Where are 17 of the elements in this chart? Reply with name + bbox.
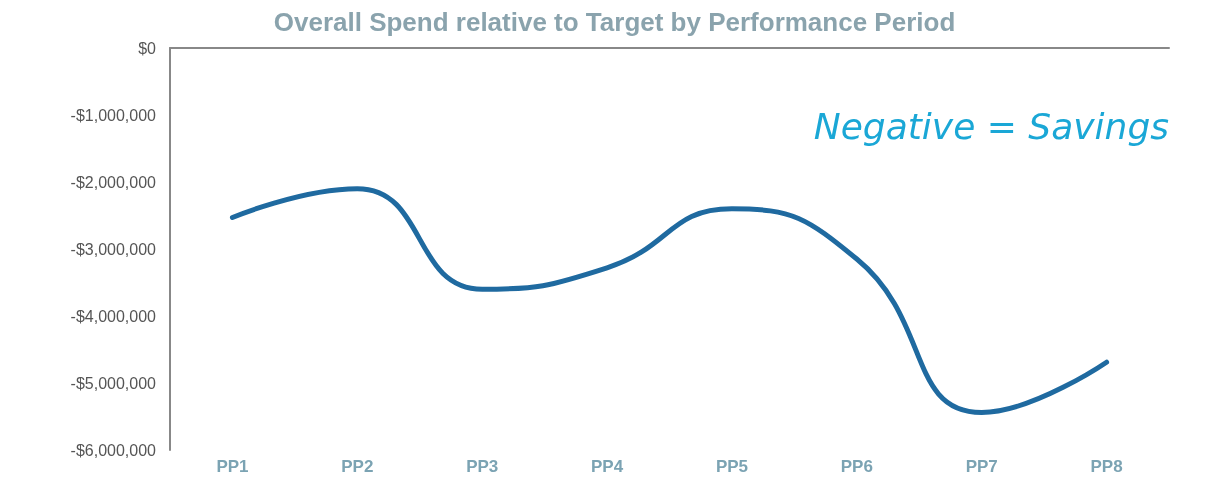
x-tick-label: PP3: [466, 457, 499, 476]
y-tick-label: -$5,000,000: [70, 374, 157, 392]
x-tick-label: PP4: [590, 457, 624, 476]
y-tick-label: -$3,000,000: [70, 240, 157, 258]
x-tick-label: PP6: [840, 457, 873, 476]
chart-title: Overall Spend relative to Target by Performance Period: [273, 7, 956, 37]
y-tick-label: -$1,000,000: [70, 106, 157, 124]
x-tick-label: PP5: [715, 457, 749, 476]
y-tick-label: -$4,000,000: [70, 307, 157, 325]
x-tick-label: PP2: [341, 457, 374, 476]
y-tick-label: -$6,000,000: [70, 441, 157, 459]
y-tick-label: $0: [138, 39, 157, 57]
y-tick-label: -$2,000,000: [70, 173, 157, 191]
annotation: Negative = Savings: [813, 105, 1170, 147]
x-tick-label: PP7: [965, 457, 998, 476]
x-tick-label: PP8: [1090, 457, 1123, 476]
x-tick-label: PP1: [216, 457, 249, 476]
